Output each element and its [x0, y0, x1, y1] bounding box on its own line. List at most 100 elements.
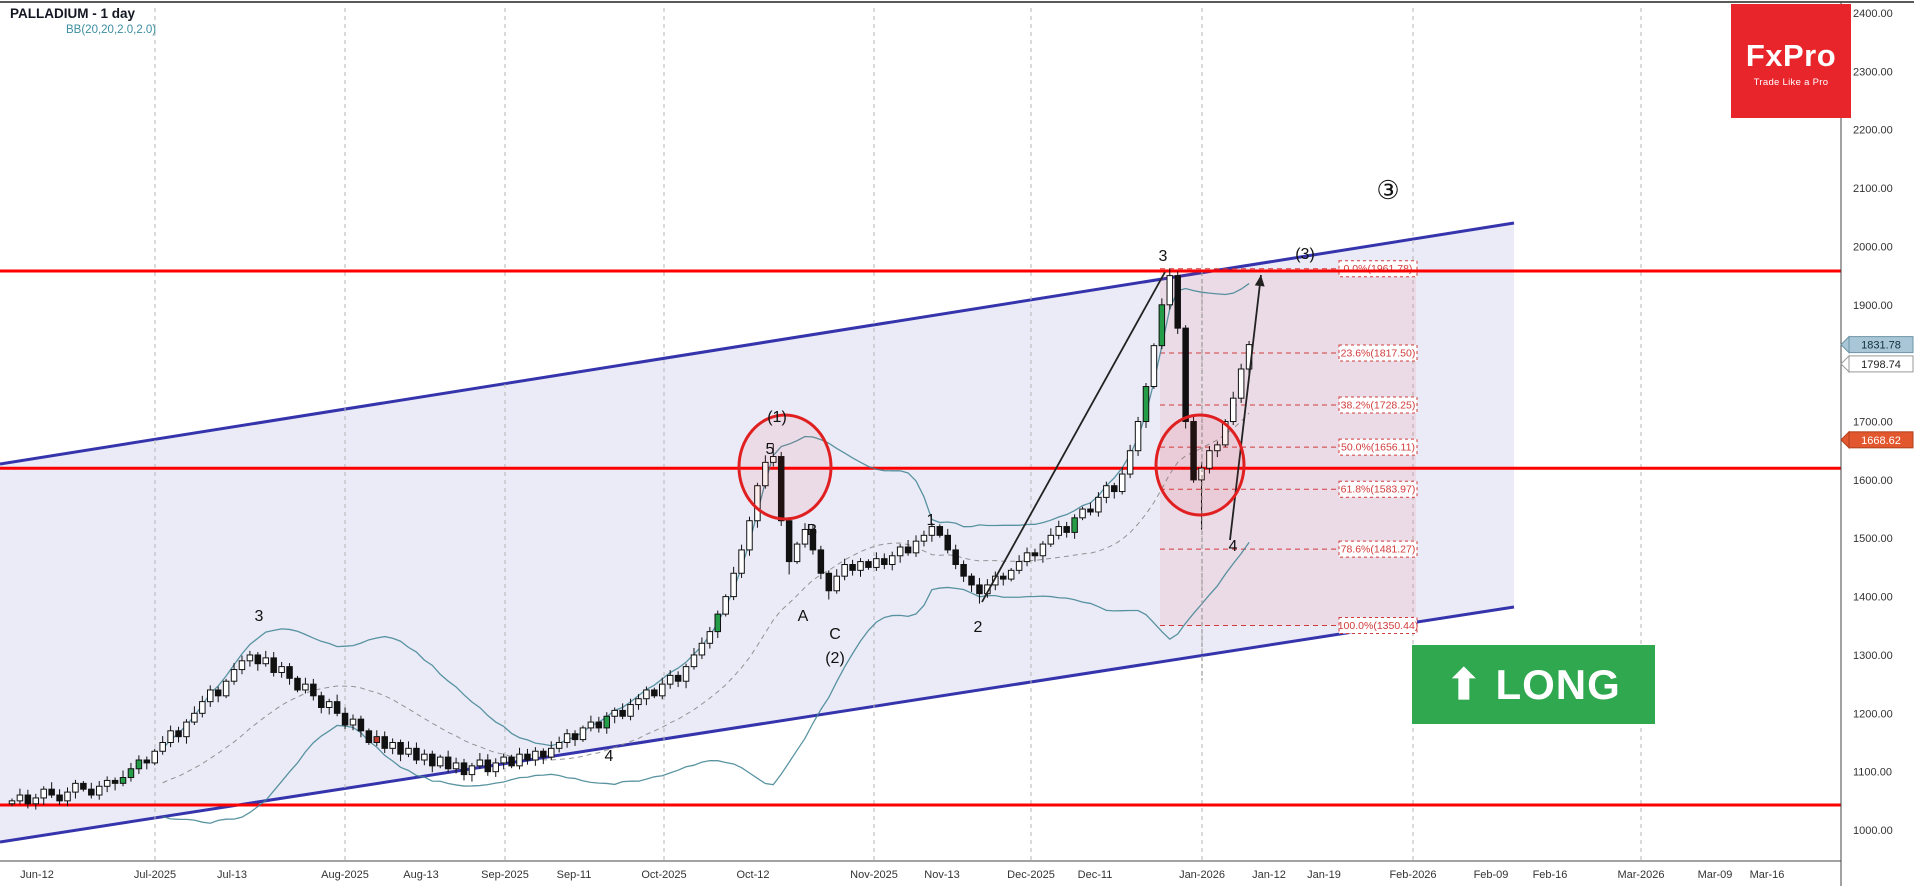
wave-label[interactable]: 2 [974, 619, 983, 636]
wave-label[interactable]: 5 [766, 441, 775, 458]
time-tick-label: Nov-2025 [850, 869, 898, 881]
candle [706, 626, 714, 649]
candle [429, 750, 436, 773]
candle [341, 707, 349, 730]
time-tick-label: Jan-2026 [1179, 869, 1225, 881]
wave-label[interactable]: 3 [1159, 248, 1168, 265]
candle [1039, 541, 1047, 563]
candle [318, 691, 325, 714]
candle [738, 544, 745, 578]
candle [381, 731, 388, 754]
wave-label[interactable]: A [798, 608, 809, 625]
wave-label[interactable]: (2) [825, 650, 845, 667]
fib-level-text: 61.8%(1583.97) [1341, 484, 1416, 496]
candle [865, 559, 872, 570]
candle [524, 748, 531, 765]
fib-retracement[interactable]: 0.0%(1961.78) 23.6%(1817.50) 38.2%(1728.25… [1160, 260, 1419, 635]
fib-level-label [1338, 617, 1418, 635]
time-axis[interactable]: Jun-12 Jul-2025 Jul-13 Aug-2025 Aug-13 Sep-20… [0, 860, 1841, 881]
candle [95, 781, 103, 800]
price-tick-label: 2000.00 [1853, 241, 1893, 253]
price-axis[interactable]: 2400.00 2300.00 2200.00 2100.00 2000.00 1900.… [1840, 2, 1914, 886]
time-tick-label: Nov-13 [924, 869, 959, 881]
candle [746, 516, 753, 556]
candle [40, 786, 47, 805]
candle [809, 524, 817, 555]
candle [976, 577, 983, 604]
candle [286, 663, 293, 685]
candle [214, 686, 222, 703]
candle [896, 544, 904, 563]
candle [349, 714, 357, 731]
candle [294, 675, 301, 693]
candle [762, 455, 769, 489]
candle [302, 677, 309, 694]
highlight-circles[interactable] [737, 413, 1246, 521]
wave-label[interactable]: ③ [1376, 175, 1399, 205]
candle [888, 551, 896, 571]
time-tick-label: Feb-2026 [1389, 869, 1436, 881]
time-tick-label: Jun-12 [20, 869, 54, 881]
wave-label[interactable]: 1 [927, 512, 936, 529]
time-tick-label: Sep-2025 [481, 869, 529, 881]
candle [88, 782, 95, 799]
candle [912, 535, 920, 557]
candle [389, 738, 396, 755]
candle [1158, 298, 1166, 350]
candle [730, 566, 737, 601]
candle [492, 758, 499, 777]
candle [111, 777, 119, 791]
price-tick-label: 2200.00 [1853, 125, 1893, 137]
candle [1071, 514, 1078, 539]
bollinger-bands [162, 283, 1250, 824]
candle [484, 754, 492, 776]
candle [873, 552, 880, 571]
candle [944, 528, 951, 554]
fib-level-text: 50.0%(1656.11) [1341, 442, 1415, 454]
elliott-wave-labels[interactable]: 3 4 (1) 5 B A C (2) 1 2 3 4 (3) ③ [255, 175, 1400, 765]
wave-label[interactable]: B [807, 522, 818, 539]
candle [722, 594, 729, 617]
trend-channel[interactable] [0, 221, 1515, 844]
time-tick-label: Feb-16 [1533, 869, 1568, 881]
wave-label[interactable]: C [829, 626, 841, 643]
candle [373, 730, 381, 747]
fxpro-logo-text: FxPro [1745, 38, 1837, 73]
candle [682, 663, 690, 689]
time-tick-label: Mar-16 [1750, 869, 1785, 881]
horizontal-level-lines[interactable] [0, 269, 1841, 807]
wave-label[interactable]: 3 [255, 608, 264, 625]
price-tick-label: 2400.00 [1853, 8, 1893, 20]
time-tick-label: Oct-2025 [641, 869, 686, 881]
fib-level-text: 100.0%(1350.44) [1338, 620, 1419, 632]
candle [952, 544, 959, 570]
price-tick-label: 1900.00 [1853, 300, 1893, 312]
candle [222, 678, 230, 699]
candle [1015, 555, 1023, 574]
candle [175, 726, 182, 743]
time-tick-label: Mar-09 [1698, 869, 1733, 881]
current-price-tag [1848, 431, 1914, 449]
candle [643, 686, 650, 706]
candle [508, 754, 515, 769]
candle [928, 523, 936, 542]
candle [666, 670, 674, 689]
wave-label[interactable]: (1) [767, 409, 787, 426]
candle [500, 753, 507, 770]
candle [103, 776, 111, 793]
wave-label[interactable]: (3) [1295, 246, 1315, 263]
price-tick-label: 1300.00 [1853, 650, 1893, 662]
candle [460, 758, 468, 781]
candle [143, 756, 151, 770]
candle [72, 779, 79, 799]
candle [1079, 506, 1086, 521]
candle [1095, 492, 1102, 517]
wave-label[interactable]: 4 [605, 748, 614, 765]
candle [207, 685, 214, 707]
wave-label[interactable]: 4 [1229, 538, 1238, 555]
fib-level-label [1338, 260, 1418, 278]
candle [754, 482, 761, 528]
candle [936, 524, 944, 538]
price-tick-label: 1700.00 [1853, 417, 1893, 429]
